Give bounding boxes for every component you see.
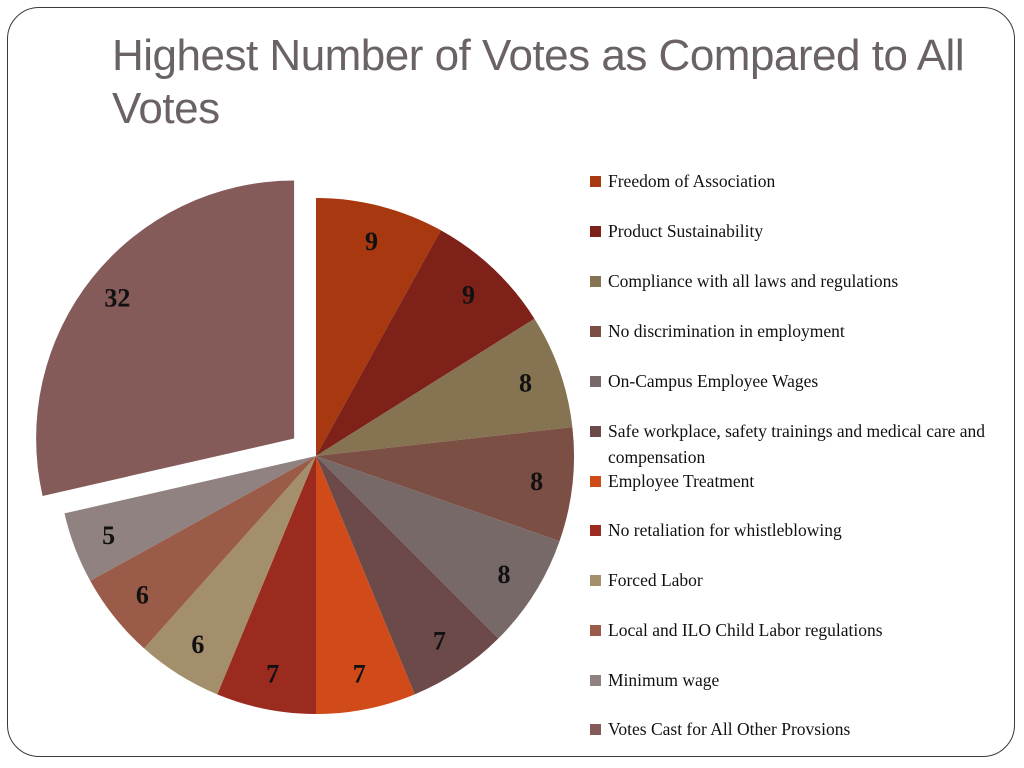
legend-swatch [590, 525, 601, 536]
legend-label: Product Sustainability [608, 221, 764, 241]
legend-label: Safe workplace, safety trainings and med… [608, 421, 986, 467]
legend-item: Minimum wage [590, 667, 990, 693]
legend-swatch [590, 724, 601, 735]
legend-swatch [590, 575, 601, 586]
slice-data-label: 7 [353, 660, 366, 689]
pie-slice [144, 456, 316, 695]
legend-swatch [590, 426, 601, 437]
legend-item: Local and ILO Child Labor regulations [590, 617, 990, 643]
pie-slice [316, 230, 535, 456]
slice-data-label: 9 [462, 281, 475, 310]
legend-label: Employee Treatment [608, 471, 755, 491]
legend-swatch [590, 326, 601, 337]
legend-item: On-Campus Employee Wages [590, 368, 990, 394]
legend-item: Votes Cast for All Other Provsions [590, 716, 990, 742]
legend-item: Freedom of Association [590, 168, 990, 194]
legend-label: On-Campus Employee Wages [608, 371, 819, 391]
legend-swatch [590, 176, 601, 187]
legend-swatch [590, 376, 601, 387]
legend-swatch [590, 276, 601, 287]
slice-data-label: 8 [519, 369, 532, 398]
pie-slice [316, 198, 441, 456]
slice-data-label: 32 [104, 284, 130, 313]
pie-slice [36, 180, 295, 496]
pie-slice [217, 456, 316, 714]
slice-data-label: 6 [191, 630, 204, 659]
pie-slice [316, 456, 415, 714]
pie-slice [316, 456, 499, 695]
slice-data-label: 8 [497, 560, 510, 589]
pie-slice [316, 456, 560, 639]
legend-swatch [590, 625, 601, 636]
slice-data-label: 8 [530, 467, 543, 496]
legend-item: Compliance with all laws and regulations [590, 268, 990, 294]
legend-label: Freedom of Association [608, 171, 776, 191]
legend-swatch [590, 476, 601, 487]
legend-item: Product Sustainability [590, 218, 990, 244]
legend-item: Safe workplace, safety trainings and med… [590, 418, 990, 470]
legend-label: Minimum wage [608, 670, 720, 690]
legend-label: Forced Labor [608, 570, 703, 590]
slide-title: Highest Number of Votes as Compared to A… [112, 31, 965, 133]
legend-swatch [590, 226, 601, 237]
legend-item: No retaliation for whistleblowing [590, 517, 990, 543]
slice-data-label: 5 [102, 521, 115, 550]
legend-item: Employee Treatment [590, 468, 990, 494]
pie-slice [64, 456, 316, 581]
slice-data-label: 6 [136, 580, 149, 609]
pie-slice [316, 427, 574, 542]
legend-label: No retaliation for whistleblowing [608, 520, 842, 540]
legend-label: Compliance with all laws and regulations [608, 271, 899, 291]
pie-slice [316, 318, 573, 456]
pie-slice [90, 456, 317, 649]
slice-data-label: 7 [433, 627, 446, 656]
legend-item: No discrimination in employment [590, 318, 990, 344]
legend-label: No discrimination in employment [608, 321, 845, 341]
legend-label: Votes Cast for All Other Provsions [608, 719, 851, 739]
legend-item: Forced Labor [590, 567, 990, 593]
slice-data-label: 9 [365, 227, 378, 256]
slice-data-label: 7 [266, 660, 279, 689]
legend-label: Local and ILO Child Labor regulations [608, 620, 883, 640]
legend-swatch [590, 675, 601, 686]
